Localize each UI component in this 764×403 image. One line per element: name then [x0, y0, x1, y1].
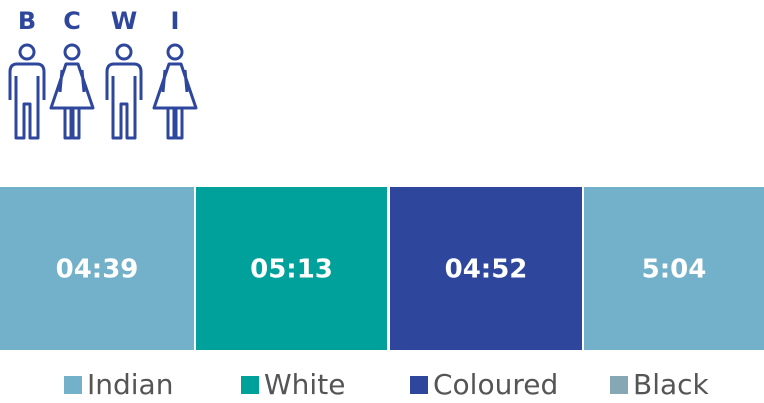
figure-body [152, 62, 198, 140]
letter: W [111, 7, 137, 35]
time-label: 04:52 [445, 255, 528, 285]
letter: B [18, 7, 36, 35]
legend-swatch [610, 376, 628, 394]
legend-swatch [241, 376, 259, 394]
legend-swatch [64, 376, 82, 394]
legend-label: Coloured [433, 368, 558, 401]
time-box [0, 187, 194, 350]
time-box [584, 187, 764, 350]
time-box [196, 187, 387, 350]
figure-head [166, 43, 184, 61]
figure-body [105, 62, 143, 140]
figure-body [8, 62, 46, 140]
figure-head [115, 43, 133, 61]
time-box [390, 187, 582, 350]
letter: C [63, 7, 81, 35]
time-label: 04:39 [56, 255, 139, 285]
time-label: 5:04 [642, 255, 707, 285]
legend-swatch [410, 376, 428, 394]
letter: I [171, 7, 180, 35]
legend-label: White [264, 368, 345, 401]
legend-label: Black [633, 368, 710, 401]
figure-body [49, 62, 95, 140]
time-label: 05:13 [250, 255, 333, 285]
legend-label: Indian [87, 368, 173, 401]
figure-head [63, 43, 81, 61]
figure-head [18, 43, 36, 61]
